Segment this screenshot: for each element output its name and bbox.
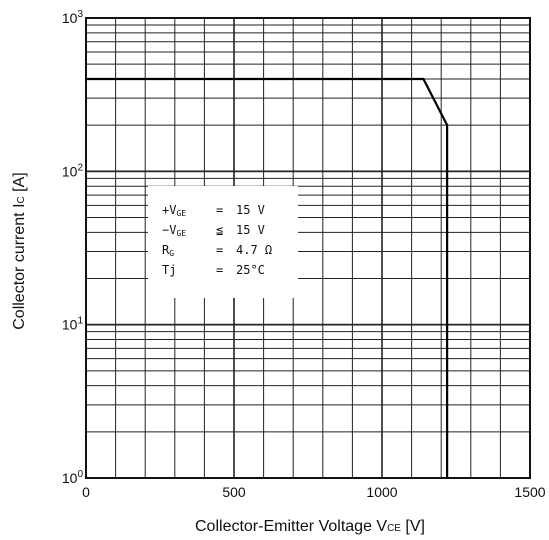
annotation-relation: ≦ [216,223,223,237]
x-tick-label: 1000 [366,484,397,500]
grid [85,17,531,479]
series-layer [86,77,449,478]
annotation-value: 4.7 Ω [236,243,272,257]
y-axis-title: Collector current IC [A] [11,172,28,330]
annotation-relation: = [216,243,223,257]
y-tick-label: 103 [62,9,84,26]
annotation-relation: = [216,263,223,277]
x-tick-label: 1500 [514,484,545,500]
y-tick-labels: 100 101 102 103 [62,9,84,486]
annotation-symbol: −VGE [162,223,186,238]
plot-frame [85,17,531,479]
y-tick-label: 101 [62,316,84,333]
annotation-value: 25°C [236,263,265,277]
y-tick-label: 100 [62,469,84,486]
annotation-relation: = [216,203,223,217]
x-tick-label: 0 [82,484,90,500]
annotation-background [148,186,298,298]
annotation-value: 15 V [236,203,265,217]
x-tick-labels: 0 500 1000 1500 [82,484,546,500]
y-tick-label: 102 [62,162,84,179]
x-axis-title: Collector-Emitter Voltage VCE [V] [195,518,425,535]
annotation-symbol: +VGE [162,203,186,218]
annotation-symbol: RG [162,243,174,258]
annotation-box: +VGE = 15 V −VGE ≦ 15 V RG = 4.7 Ω Tj = 25°C [148,186,298,298]
annotation-symbol: Tj [162,263,176,277]
x-tick-label: 500 [222,484,246,500]
series-line [86,77,449,478]
annotation-value: 15 V [236,223,265,237]
